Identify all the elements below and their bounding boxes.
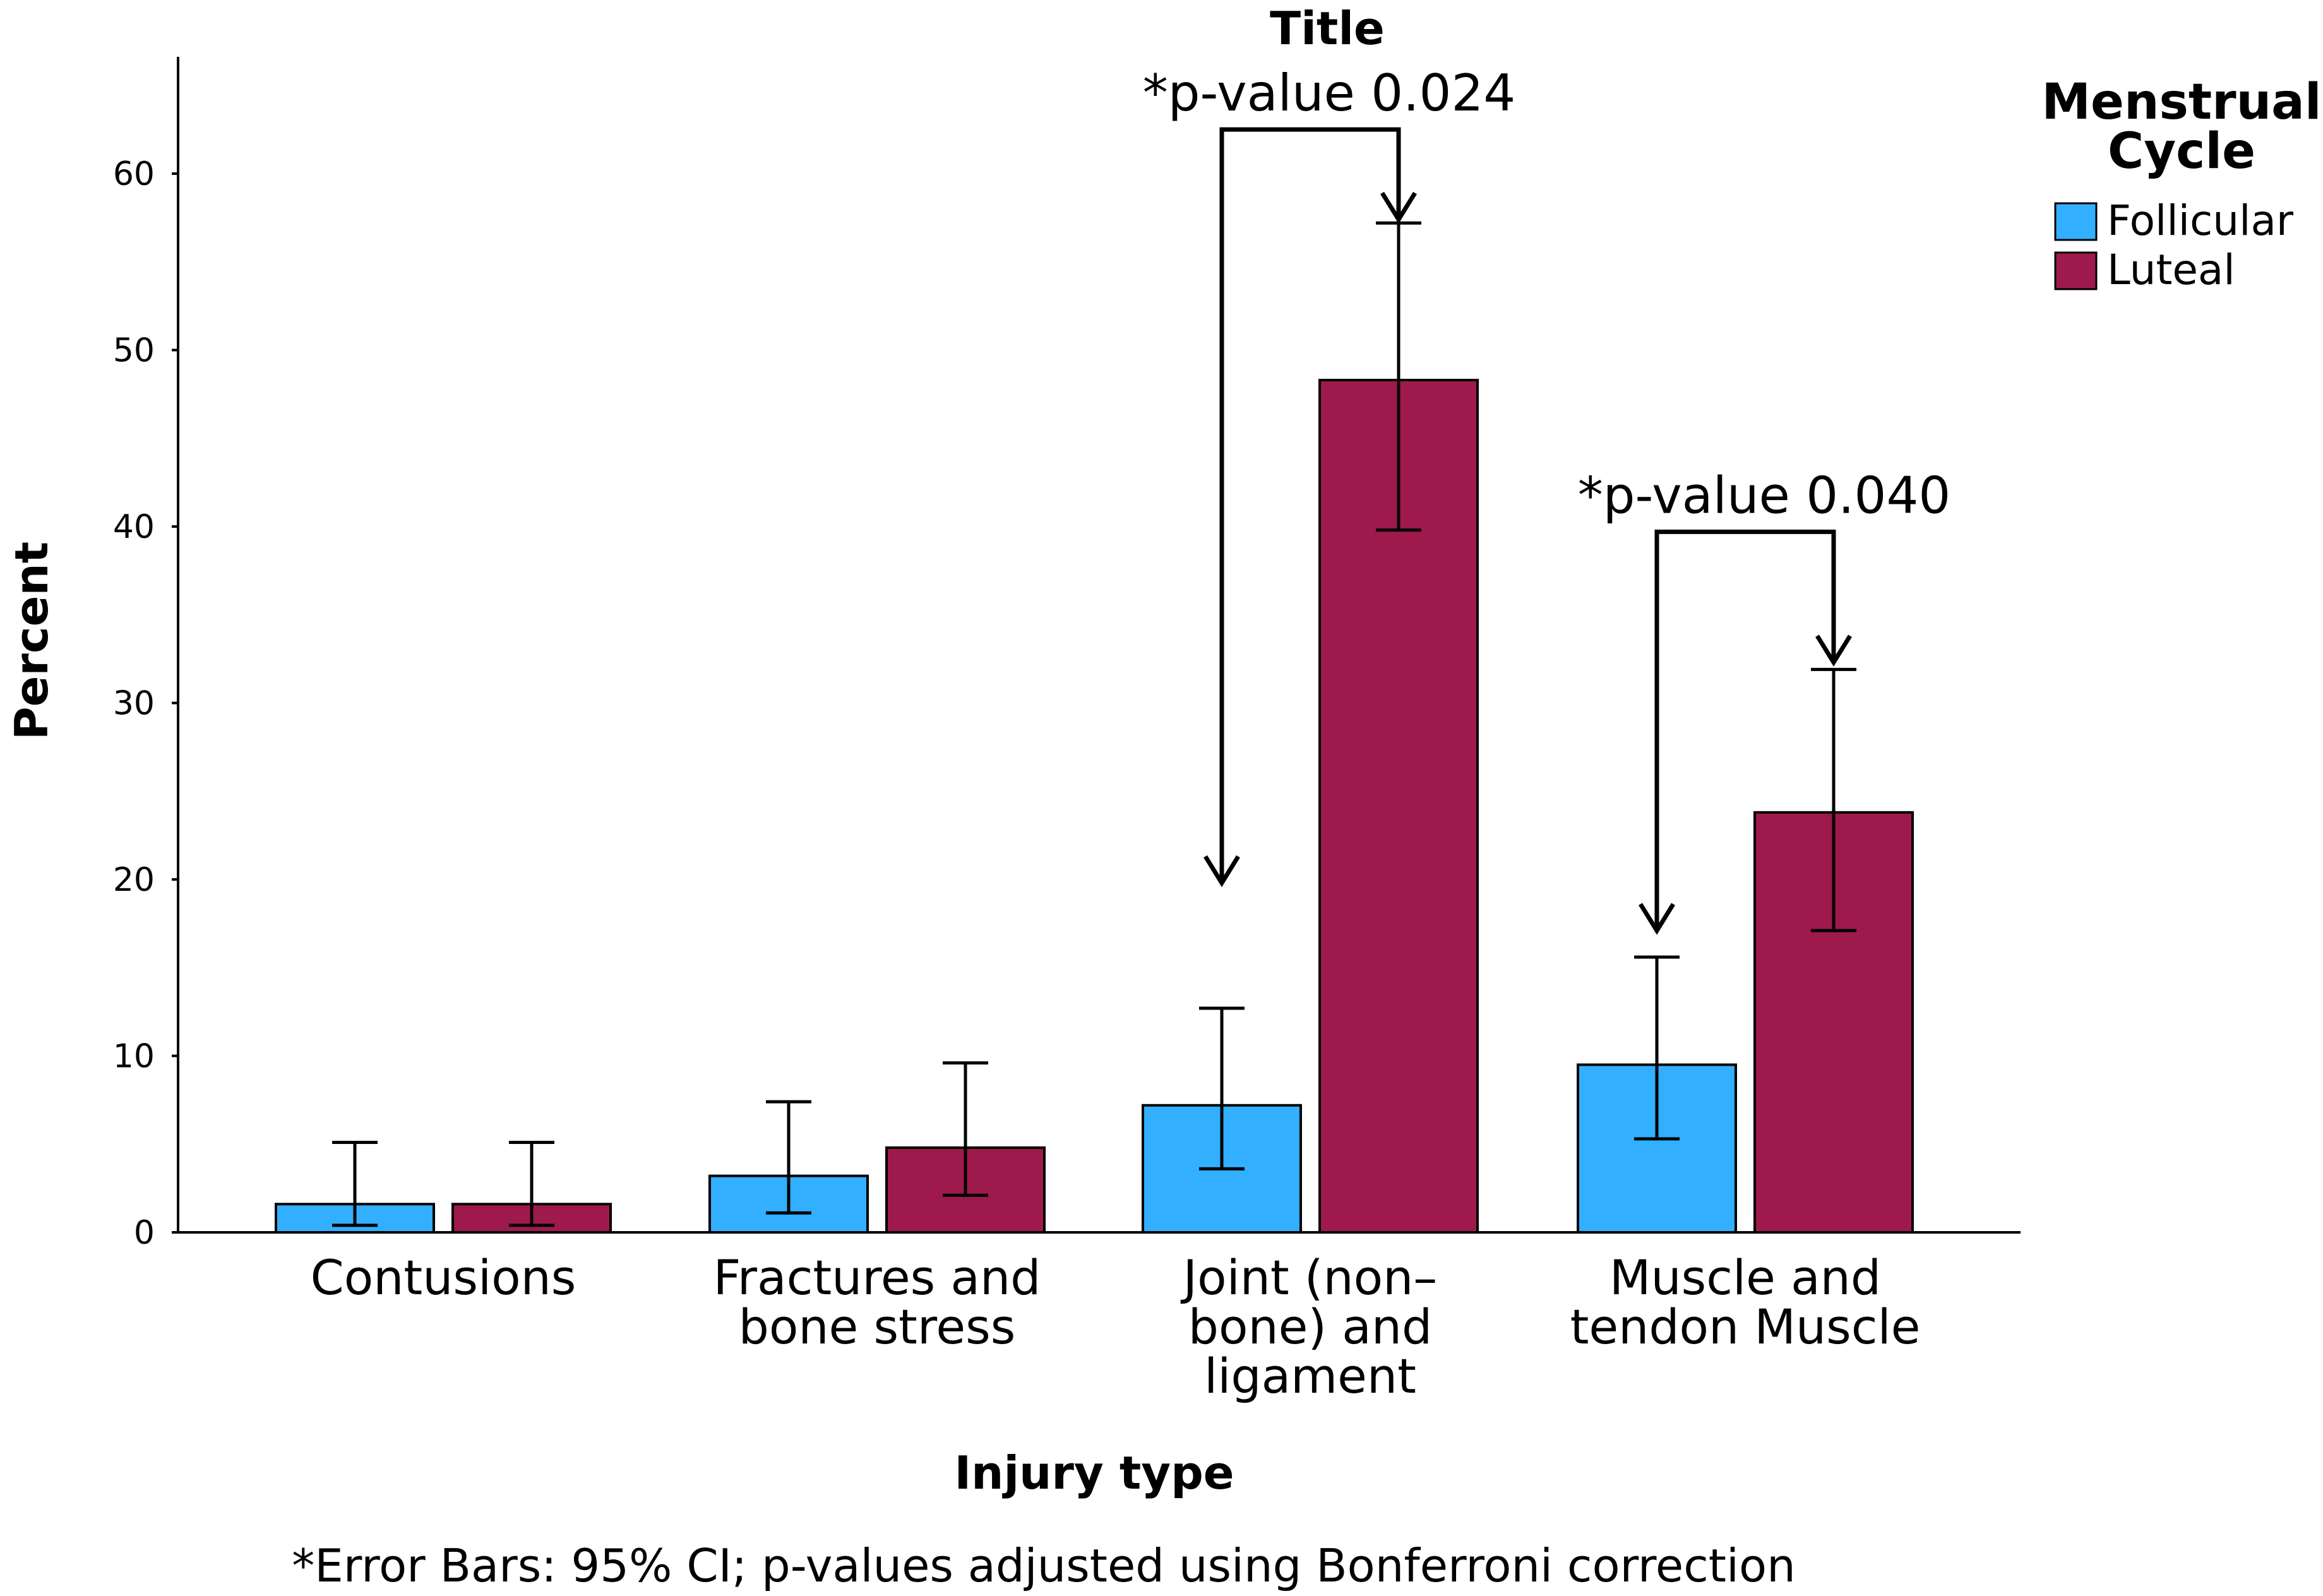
legend-label-follicular: Follicular xyxy=(2107,196,2294,245)
y-axis-label: Percent xyxy=(5,542,58,740)
x-tick-label: Fractures and bone stress xyxy=(714,1249,1041,1355)
x-tick-label: Contusions xyxy=(311,1249,576,1306)
arrow-head xyxy=(1639,903,1675,935)
y-tick-label: 60 xyxy=(113,155,155,193)
footnote: *Error Bars: 95% CI; p-values adjusted u… xyxy=(292,1539,1795,1592)
y-axis: 0 10 20 30 40 50 60 xyxy=(113,57,179,1252)
y-tick-label: 20 xyxy=(113,861,155,899)
x-tick-label-line: tendon Muscle xyxy=(1570,1299,1921,1355)
x-tick-label-line: Joint (non– xyxy=(1181,1249,1438,1306)
significance-bracket xyxy=(1219,127,1401,883)
x-axis-label: Injury type xyxy=(954,1446,1234,1499)
error-bars xyxy=(332,221,1856,1227)
significance-annotations: *p-value 0.024 *p-value 0.040 xyxy=(1143,64,1950,935)
y-tick-label: 10 xyxy=(113,1038,155,1076)
x-tick-label-line: bone stress xyxy=(739,1299,1016,1355)
x-tick-label-line: bone) and xyxy=(1188,1299,1432,1355)
x-tick-label: Joint (non– bone) and ligament xyxy=(1181,1249,1438,1404)
arrow-head xyxy=(1203,855,1240,888)
legend-label-luteal: Luteal xyxy=(2107,246,2235,294)
significance-bracket xyxy=(1654,529,1836,931)
arrow-head xyxy=(1380,191,1417,224)
legend-swatch-luteal xyxy=(2054,251,2098,290)
p-value-label: *p-value 0.024 xyxy=(1143,64,1515,122)
p-value-label: *p-value 0.040 xyxy=(1578,466,1950,525)
chart-title: Title xyxy=(1270,2,1385,55)
arrow-head xyxy=(1815,634,1852,667)
y-tick-label: 50 xyxy=(113,332,155,370)
y-tick-label: 40 xyxy=(113,508,155,546)
x-tick-label-line: Contusions xyxy=(311,1249,576,1306)
x-tick-label-line: Muscle and xyxy=(1609,1249,1881,1306)
x-tick-label: Muscle and tendon Muscle xyxy=(1570,1249,1921,1355)
legend-swatch-follicular xyxy=(2054,202,2098,241)
x-tick-label-line: ligament xyxy=(1204,1348,1416,1404)
y-tick-label: 0 xyxy=(134,1214,155,1252)
x-axis: Contusions Fractures and bone stress Joint … xyxy=(178,1231,2021,1404)
x-tick-label-line: Fractures and xyxy=(714,1249,1041,1306)
y-tick-label: 30 xyxy=(113,685,155,723)
legend-title-line: Menstrual xyxy=(2041,74,2321,131)
legend-title: Menstrual Cycle xyxy=(2041,74,2321,180)
legend-title-line: Cycle xyxy=(2108,123,2255,180)
